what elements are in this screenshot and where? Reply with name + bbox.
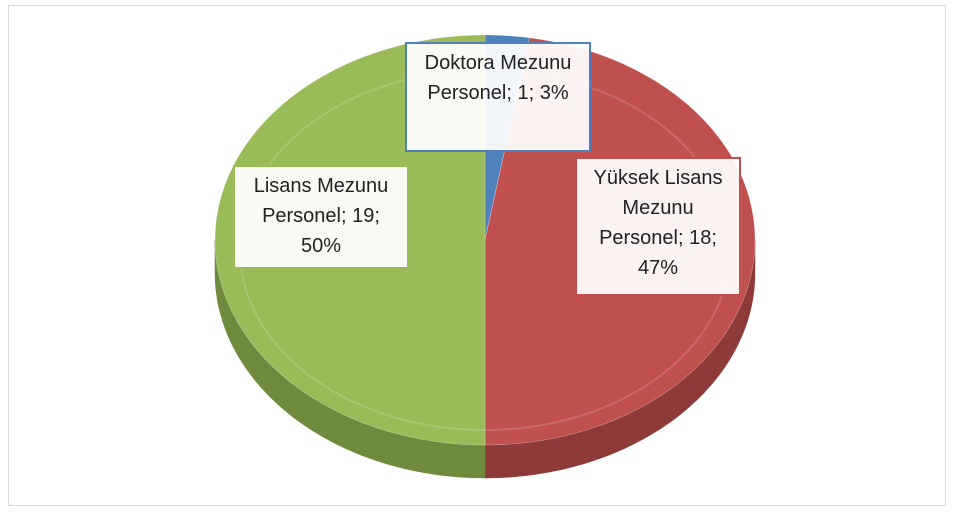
slice-side [214,239,486,479]
label-category: Yüksek Lisans Mezunu Personel [593,167,723,249]
chart-frame [8,5,946,506]
label-value: 19; 50% [300,205,380,257]
data-label: Doktora Mezunu Personel; 1; 3% [405,42,591,152]
label-category: Lisans Mezunu Personel [253,175,389,227]
label-separator: ; [678,227,690,249]
label-value: 18; 47% [637,227,717,279]
label-separator: ; [341,205,353,227]
label-value: 1; 3% [517,82,569,104]
data-label: Lisans Mezunu Personel; 19; 50% [233,165,409,269]
label-category: Doktora Mezunu Personel [424,52,572,104]
label-separator: ; [506,82,518,104]
data-label: Yüksek Lisans Mezunu Personel; 18; 47% [575,157,741,296]
